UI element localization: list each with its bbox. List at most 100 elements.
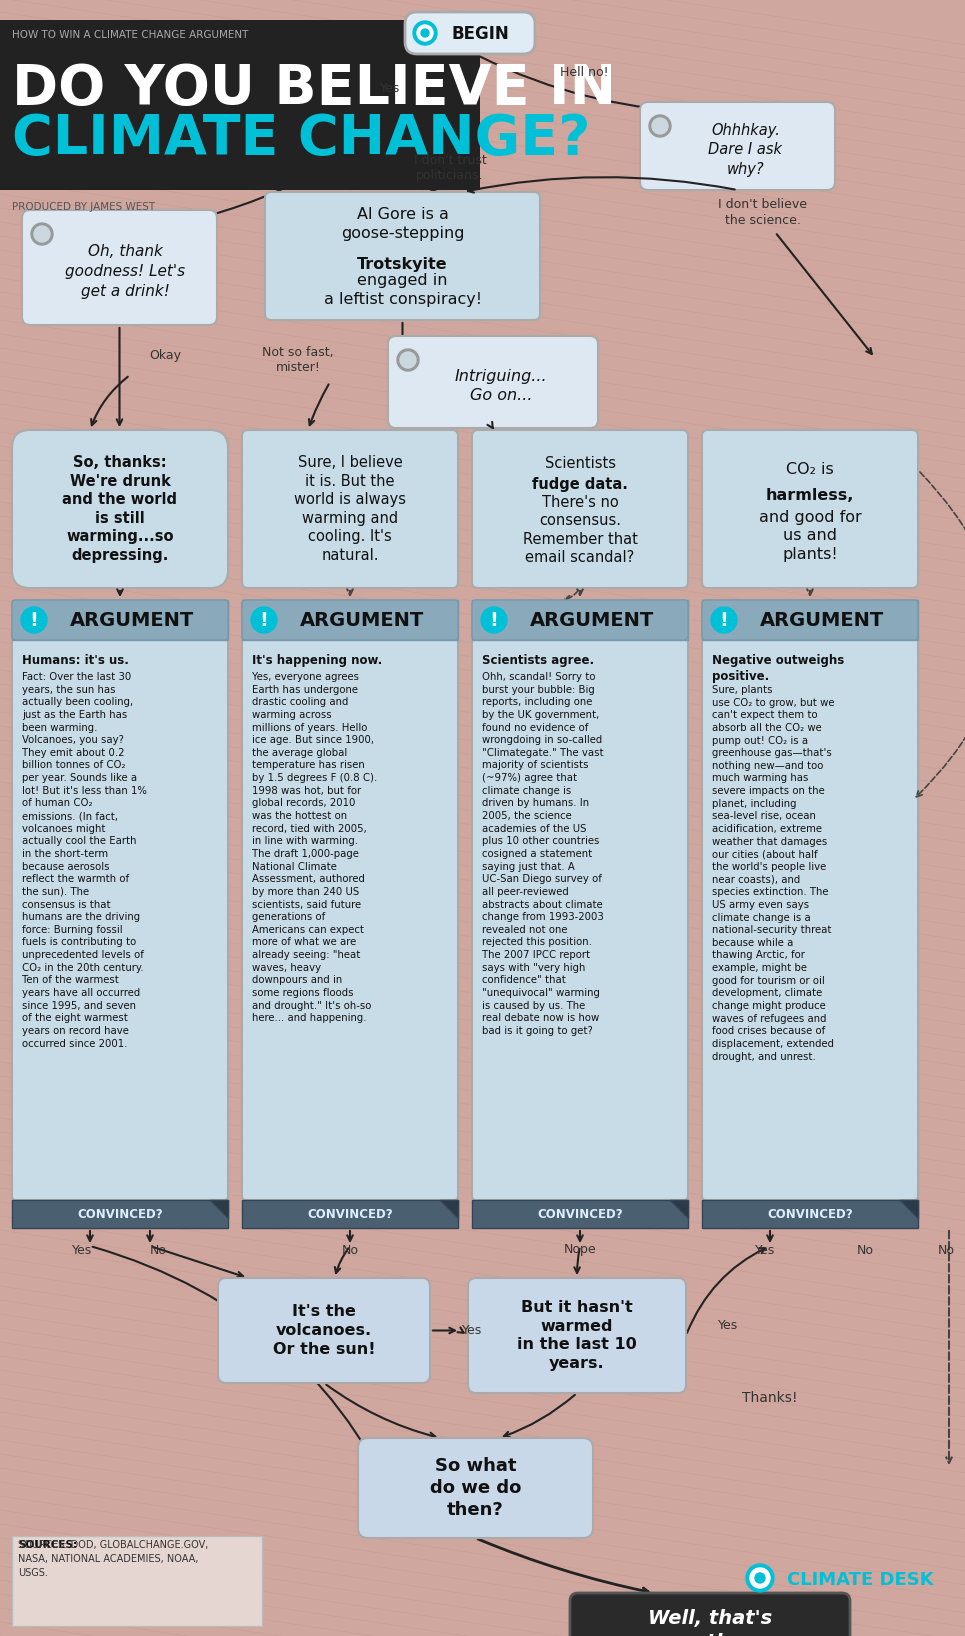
Text: SOURCES: DOD, GLOBALCHANGE.GOV,
NASA, NATIONAL ACADEMIES, NOAA,
USGS.: SOURCES: DOD, GLOBALCHANGE.GOV, NASA, NA… xyxy=(18,1539,208,1579)
FancyBboxPatch shape xyxy=(218,1278,430,1382)
Bar xyxy=(242,600,458,640)
Text: Yes, everyone agrees
Earth has undergone
drastic cooling and
warming across
mill: Yes, everyone agrees Earth has undergone… xyxy=(252,672,377,1022)
Text: CONVINCED?: CONVINCED? xyxy=(767,1209,853,1222)
Circle shape xyxy=(649,115,671,137)
Text: !: ! xyxy=(260,612,268,630)
Circle shape xyxy=(397,348,419,371)
Text: !: ! xyxy=(720,612,729,630)
Circle shape xyxy=(400,352,416,368)
Circle shape xyxy=(481,607,507,633)
FancyBboxPatch shape xyxy=(22,209,217,326)
Text: CLIMATE DESK: CLIMATE DESK xyxy=(786,1571,933,1589)
Text: PRODUCED BY JAMES WEST: PRODUCED BY JAMES WEST xyxy=(12,201,155,213)
Text: So what
do we do
then?: So what do we do then? xyxy=(429,1456,521,1520)
Text: It's the
volcanoes.
Or the sun!: It's the volcanoes. Or the sun! xyxy=(273,1304,375,1356)
Bar xyxy=(702,1199,918,1229)
FancyBboxPatch shape xyxy=(358,1438,593,1538)
FancyBboxPatch shape xyxy=(242,430,458,587)
Bar xyxy=(472,600,688,640)
Text: Trotskyite: Trotskyite xyxy=(357,257,448,273)
Text: Ohhhkay.
Dare I ask
why?: Ohhhkay. Dare I ask why? xyxy=(708,123,783,177)
Text: But it hasn't
warmed
in the last 10
years.: But it hasn't warmed in the last 10 year… xyxy=(517,1301,637,1371)
Text: !: ! xyxy=(30,612,39,630)
Circle shape xyxy=(21,607,47,633)
Text: I don't trust
politicians.: I don't trust politicians. xyxy=(414,154,486,183)
FancyBboxPatch shape xyxy=(702,600,918,640)
Polygon shape xyxy=(440,1199,458,1217)
FancyBboxPatch shape xyxy=(265,191,540,321)
FancyBboxPatch shape xyxy=(702,430,918,587)
Text: CO₂ is: CO₂ is xyxy=(786,463,834,478)
Text: Yes: Yes xyxy=(71,1243,92,1256)
Text: Humans: it's us.: Humans: it's us. xyxy=(22,654,129,667)
Text: No: No xyxy=(150,1243,167,1256)
FancyBboxPatch shape xyxy=(570,1593,850,1636)
Text: Not so fast,
mister!: Not so fast, mister! xyxy=(262,345,334,375)
Text: CONVINCED?: CONVINCED? xyxy=(307,1209,393,1222)
Circle shape xyxy=(746,1564,774,1592)
Text: No: No xyxy=(857,1243,873,1256)
FancyBboxPatch shape xyxy=(405,11,535,54)
Text: CLIMATE CHANGE?: CLIMATE CHANGE? xyxy=(12,111,591,165)
Circle shape xyxy=(417,25,433,41)
Text: No: No xyxy=(938,1243,955,1256)
Text: There's no
consensus.
Remember that
email scandal?: There's no consensus. Remember that emai… xyxy=(523,494,638,566)
Text: ARGUMENT: ARGUMENT xyxy=(69,612,194,630)
Circle shape xyxy=(251,607,277,633)
Text: Oh, thank
goodness! Let's
get a drink!: Oh, thank goodness! Let's get a drink! xyxy=(66,244,185,299)
Text: !: ! xyxy=(489,612,499,630)
Circle shape xyxy=(413,21,437,46)
Text: No: No xyxy=(342,1243,359,1256)
FancyBboxPatch shape xyxy=(472,600,688,640)
Bar xyxy=(12,1199,228,1229)
Bar xyxy=(472,1199,688,1229)
Circle shape xyxy=(34,226,50,242)
Text: ARGUMENT: ARGUMENT xyxy=(759,612,884,630)
Bar xyxy=(12,600,228,640)
Text: So, thanks:
We're drunk
and the world
is still
warming...so
depressing.: So, thanks: We're drunk and the world is… xyxy=(63,455,178,563)
Text: Yes: Yes xyxy=(380,82,400,95)
FancyBboxPatch shape xyxy=(702,600,918,1199)
Circle shape xyxy=(750,1567,770,1589)
Polygon shape xyxy=(210,1199,228,1217)
Bar xyxy=(12,1536,262,1626)
FancyBboxPatch shape xyxy=(12,600,228,1199)
Bar xyxy=(242,1199,458,1229)
Polygon shape xyxy=(658,600,688,630)
Circle shape xyxy=(31,222,53,245)
Text: ARGUMENT: ARGUMENT xyxy=(300,612,425,630)
Text: Al Gore is a
goose-stepping: Al Gore is a goose-stepping xyxy=(341,208,464,240)
Circle shape xyxy=(711,607,737,633)
Text: engaged in
a leftist conspiracy!: engaged in a leftist conspiracy! xyxy=(323,273,482,308)
Polygon shape xyxy=(428,600,458,630)
FancyBboxPatch shape xyxy=(12,600,228,640)
Text: CONVINCED?: CONVINCED? xyxy=(77,1209,163,1222)
Text: Yes: Yes xyxy=(718,1319,738,1332)
Text: SOURCES:: SOURCES: xyxy=(18,1539,77,1549)
Text: Well, that's
another
flowchart!: Well, that's another flowchart! xyxy=(648,1608,772,1636)
Text: harmless,: harmless, xyxy=(766,488,854,502)
Text: Thanks!: Thanks! xyxy=(742,1391,798,1405)
Circle shape xyxy=(652,118,668,134)
Text: BEGIN: BEGIN xyxy=(451,25,509,43)
Text: Okay: Okay xyxy=(149,348,181,362)
FancyBboxPatch shape xyxy=(12,430,228,587)
Text: Scientists agree.: Scientists agree. xyxy=(482,654,594,667)
Text: Fact: Over the last 30
years, the sun has
actually been cooling,
just as the Ear: Fact: Over the last 30 years, the sun ha… xyxy=(22,672,147,1049)
FancyBboxPatch shape xyxy=(640,101,835,190)
Text: DO YOU BELIEVE IN: DO YOU BELIEVE IN xyxy=(12,62,616,116)
Bar xyxy=(0,20,480,190)
Circle shape xyxy=(421,29,429,38)
Polygon shape xyxy=(900,1199,918,1217)
Text: HOW TO WIN A CLIMATE CHANGE ARGUMENT: HOW TO WIN A CLIMATE CHANGE ARGUMENT xyxy=(12,29,248,39)
FancyBboxPatch shape xyxy=(388,335,598,429)
Text: It's happening now.: It's happening now. xyxy=(252,654,382,667)
Text: Hell no!: Hell no! xyxy=(560,65,609,79)
FancyBboxPatch shape xyxy=(242,600,458,1199)
Text: Yes: Yes xyxy=(462,1324,482,1337)
Bar xyxy=(702,600,918,640)
Polygon shape xyxy=(670,1199,688,1217)
FancyBboxPatch shape xyxy=(472,600,688,1199)
Polygon shape xyxy=(888,600,918,630)
Text: Intriguing...
Go on...: Intriguing... Go on... xyxy=(455,368,547,404)
